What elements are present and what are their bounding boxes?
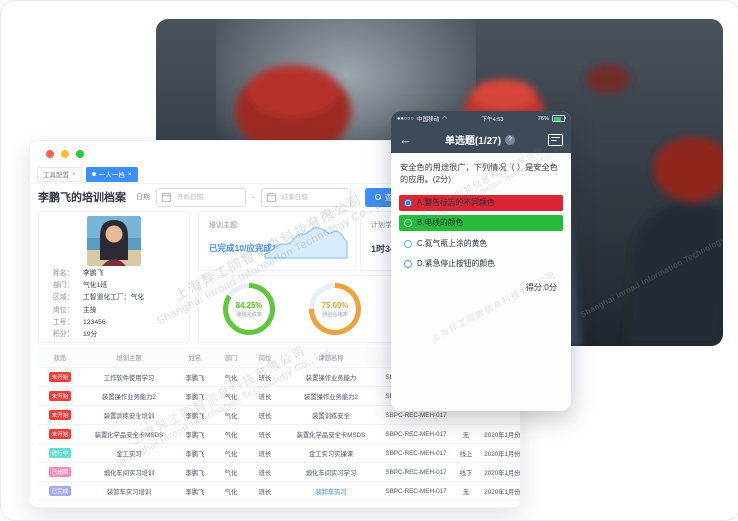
- radio-icon[interactable]: [404, 259, 412, 268]
- signal-icon: ●●○○○: [397, 115, 414, 122]
- page-title: 李鹏飞的培训档案: [38, 192, 126, 204]
- status-badge: 未开始: [48, 372, 72, 382]
- calendar-icon: [266, 192, 276, 202]
- clock: 下午4:53: [481, 116, 504, 123]
- calendar-icon: [162, 192, 171, 202]
- gauge-value: 84.25%: [235, 300, 263, 310]
- option-c[interactable]: C.氮气瓶上涂的黄色: [399, 237, 563, 251]
- answer-sheet-icon[interactable]: [548, 133, 563, 146]
- tab-tool-config[interactable]: 工具配置 ×: [37, 166, 82, 182]
- course-link[interactable]: 装卸车实习: [315, 488, 347, 496]
- avatar-art: [87, 216, 141, 266]
- completion-rate-gauge: 84.25% 课题完成率: [223, 283, 275, 335]
- option-label: A.警告标志的不同颜色: [417, 198, 495, 208]
- field-value: 123456: [83, 318, 106, 326]
- battery-icon: [552, 115, 566, 122]
- tab-label: 工具配置: [43, 172, 69, 179]
- phone-nav-bar: ← 单选题(1/27) ?: [391, 126, 571, 153]
- wifi-icon: ◠: [442, 115, 448, 122]
- topic-label: 培训主题:: [209, 222, 239, 229]
- help-icon[interactable]: ?: [505, 134, 516, 145]
- field-label: 积分：: [53, 331, 74, 339]
- end-date-input[interactable]: [260, 187, 351, 207]
- tab-bar: 工具配置 × 一人一档 ×: [30, 165, 520, 184]
- status-badge: 未开始: [48, 391, 72, 401]
- minimize-window-button[interactable]: [61, 150, 69, 158]
- date-range-separator: -: [252, 192, 255, 202]
- status-badge: 未开始: [48, 410, 72, 420]
- gauge-label: 测验合格率: [322, 311, 348, 318]
- close-window-button[interactable]: [46, 150, 54, 158]
- status-badge: 已完成: [48, 486, 72, 496]
- training-topic-card: 培训主题: 已完成10/应完成12: [198, 211, 356, 271]
- field-value: 李鹏飞: [83, 270, 104, 277]
- field-label: 工号：: [53, 318, 74, 326]
- profile-card: 姓名： 李鹏飞 部门： 气化1班 区域： 工智道化工厂：气化 岗位： 主操 工号： 123…: [38, 211, 190, 343]
- back-arrow-icon[interactable]: ←: [399, 132, 412, 147]
- col-course: 课题名称: [318, 354, 344, 362]
- field-value: 气化1班: [83, 282, 108, 290]
- phone-status-bar: ●●○○○ 中国移动 ◠ 下午4:53 76%: [391, 111, 571, 126]
- col-status: 状态: [53, 354, 67, 362]
- search-icon: [374, 194, 381, 200]
- score-text: 得分:0分: [525, 282, 557, 292]
- option-label: B.电线的颜色: [417, 218, 464, 228]
- zoom-window-button[interactable]: [76, 150, 84, 158]
- start-date-input[interactable]: [156, 187, 246, 207]
- close-tab-icon[interactable]: ×: [127, 170, 132, 178]
- quiz-title: 单选题(1/27): [444, 136, 502, 147]
- option-d[interactable]: D.紧急停止按钮的颜色: [399, 257, 563, 271]
- battery-percent: 76%: [537, 115, 549, 122]
- phone-quiz-screen: ●●○○○ 中国移动 ◠ 下午4:53 76% ← 单选题(1/27) ? 安全…: [391, 111, 571, 411]
- trend-sparkline: [264, 227, 348, 259]
- gauge-label: 课题完成率: [236, 311, 262, 318]
- radio-icon[interactable]: [404, 239, 412, 248]
- option-b[interactable]: B.电线的颜色: [399, 214, 563, 231]
- col-name: 姓名: [188, 354, 202, 362]
- status-badge: 已超期: [48, 467, 72, 477]
- active-dot-icon: [91, 172, 96, 176]
- avatar: [87, 216, 141, 266]
- col-topic: 培训主题: [116, 354, 142, 362]
- col-dept: 部门: [224, 354, 238, 362]
- field-value: 19分: [83, 331, 98, 339]
- option-label: D.紧急停止按钮的颜色: [417, 259, 495, 269]
- table-row[interactable]: 未开始 装置化学品安全卡MSDS 李鹏飞 气化 班长 装置化学品安全卡MSDS …: [38, 425, 520, 444]
- table-row[interactable]: 进行中 金工实习 李鹏飞 气化 班长 金工实习实操课 SBPC-REC-MEH-…: [38, 444, 520, 463]
- plan-value: 1时34分: [371, 244, 405, 254]
- radio-icon[interactable]: [404, 218, 412, 227]
- field-label: 区域：: [53, 294, 74, 302]
- profile-fields: 姓名： 李鹏飞 部门： 气化1班 区域： 工智道化工厂：气化 岗位： 主操 工号： 123…: [53, 268, 183, 341]
- date-filter-label: 日期: [136, 194, 150, 201]
- table-row[interactable]: 已完成 装卸车实习培训 李鹏飞 气化 班长 装卸车实习 SBPC-REC-MEH…: [38, 482, 520, 501]
- start-date-field[interactable]: [175, 192, 240, 202]
- table-row[interactable]: 未开始 装置训练安全培训 李鹏飞 气化 班长 装置训练安全 SBPC-REC-M…: [38, 406, 520, 425]
- close-tab-icon[interactable]: ×: [72, 170, 76, 178]
- carrier-label: 中国移动: [416, 116, 440, 123]
- field-value: 主操: [83, 306, 97, 314]
- topic-progress: 已完成10/应完成12: [209, 243, 282, 253]
- radio-selected-icon[interactable]: [404, 198, 412, 207]
- window-controls: [46, 150, 84, 158]
- end-date-field[interactable]: [279, 192, 345, 202]
- field-value: 工智道化工厂：气化: [83, 294, 145, 302]
- col-post: 岗位: [258, 354, 272, 362]
- option-a[interactable]: A.警告标志的不同颜色: [399, 194, 563, 211]
- pass-rate-gauge: 75.00% 测验合格率: [309, 283, 361, 335]
- status-badge: 未开始: [48, 429, 72, 439]
- field-label: 部门：: [53, 282, 74, 290]
- tab-label: 一人一档: [98, 172, 125, 179]
- field-label: 姓名：: [53, 270, 74, 277]
- status-badge: 进行中: [48, 448, 72, 458]
- tab-personal-archive[interactable]: 一人一档 ×: [85, 166, 138, 182]
- question-text: 安全色的用途很广，下列情况（ ）是安全色的应用。(2分): [400, 163, 558, 185]
- table-row[interactable]: 已超期 煅化车间实习培训 李鹏飞 气化 班长 煅化车间实习学习 SBPC-REC…: [38, 463, 520, 482]
- field-label: 岗位：: [53, 306, 74, 314]
- option-label: C.氮气瓶上涂的黄色: [417, 239, 488, 249]
- filter-toolbar: 李鹏飞的培训档案 日期 - 查询: [38, 186, 512, 208]
- gauge-value: 75.00%: [321, 300, 349, 310]
